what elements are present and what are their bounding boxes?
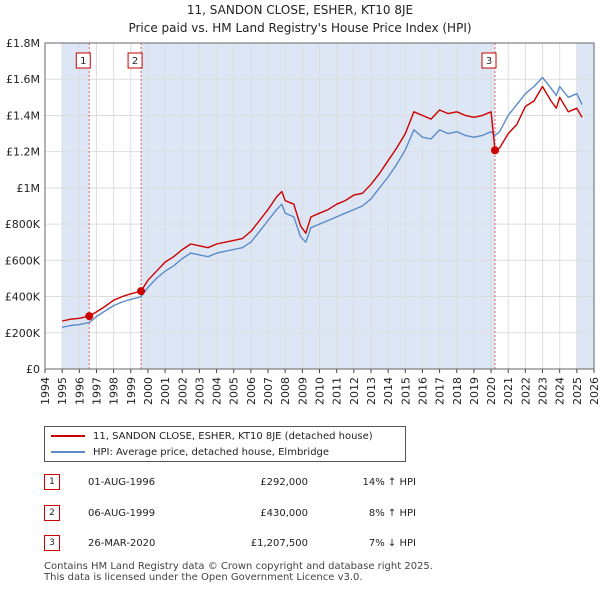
x-tick-label: 2020 — [485, 377, 498, 405]
transaction-date: 01-AUG-1996 — [88, 477, 156, 488]
x-tick-label: 2021 — [502, 377, 515, 405]
x-tick-label: 2008 — [279, 377, 292, 405]
x-tick-label: 1999 — [125, 377, 138, 405]
series-line-property — [62, 85, 583, 322]
transaction-label: 2 — [132, 56, 138, 67]
x-tick-label: 2000 — [142, 377, 155, 405]
transaction-label: 1 — [80, 56, 86, 67]
transaction-number-badge: 2 — [44, 505, 60, 521]
transaction-label-box — [127, 52, 143, 69]
x-tick-label: 2007 — [262, 377, 275, 405]
x-tick-label: 2014 — [382, 377, 395, 405]
x-tick-label: 2019 — [468, 377, 481, 405]
legend-item-hpi: HPI: Average price, detached house, Elmb… — [51, 446, 329, 460]
transaction-lines: 1 2 3 — [75, 43, 497, 369]
x-tick-label: 2006 — [245, 377, 258, 405]
shaded-region — [141, 43, 496, 369]
x-tick-label: 2003 — [193, 377, 206, 405]
legend-label-hpi: HPI: Average price, detached house, Elmb… — [93, 447, 330, 458]
series-line-hpi — [62, 76, 583, 328]
transaction-price: £1,207,500 — [250, 538, 308, 549]
chart-subtitle: Price paid vs. HM Land Registry's House … — [128, 21, 472, 35]
x-tick-label: 2002 — [176, 377, 189, 405]
x-tick-label: 2010 — [314, 377, 327, 405]
series-lines — [62, 76, 583, 328]
x-tick-label: 2022 — [519, 377, 532, 405]
transaction-date: 26-MAR-2020 — [88, 538, 156, 549]
y-tick-label: £800K — [5, 218, 41, 231]
transaction-label: 3 — [486, 56, 492, 67]
transaction-markers — [85, 146, 500, 321]
x-tick-label: 2001 — [159, 377, 172, 405]
grid-lines — [44, 42, 595, 370]
x-tick-label: 2017 — [434, 377, 447, 405]
x-tick-label: 2013 — [365, 377, 378, 405]
transaction-point — [137, 287, 146, 296]
transaction-date: 06-AUG-1999 — [88, 508, 156, 519]
x-tick-label: 2011 — [331, 377, 344, 405]
legend-label-property: 11, SANDON CLOSE, ESHER, KT10 8JE (detac… — [93, 431, 373, 442]
legend-item-property: 11, SANDON CLOSE, ESHER, KT10 8JE (detac… — [51, 430, 373, 444]
y-tick-label: £1.8M — [6, 37, 40, 50]
x-tick-label: 2016 — [416, 377, 429, 405]
transaction-price: £430,000 — [260, 508, 308, 519]
footer-license: This data is licensed under the Open Gov… — [44, 572, 363, 583]
legend-swatch-property — [51, 435, 85, 437]
chart-title: 11, SANDON CLOSE, ESHER, KT10 8JE — [186, 3, 414, 17]
y-tick-label: £200K — [5, 327, 41, 340]
y-tick-label: £600K — [5, 254, 41, 267]
transaction-price: £292,000 — [260, 477, 308, 488]
y-tick-label: £0 — [26, 363, 40, 376]
x-tick-label: 2015 — [399, 377, 412, 405]
x-tick-label: 2023 — [537, 377, 550, 405]
x-tick-label: 2004 — [211, 377, 224, 405]
transaction-point — [491, 146, 500, 155]
x-tick-label: 1995 — [56, 377, 69, 405]
x-tick-label: 1996 — [73, 377, 86, 405]
transaction-hpi-diff: 14% ↑ HPI — [362, 477, 416, 488]
x-tick-label: 2026 — [588, 377, 600, 405]
x-tick-label: 1997 — [90, 377, 103, 405]
x-tick-label: 2009 — [296, 377, 309, 405]
y-tick-label: £1.2M — [6, 146, 40, 159]
x-tick-label: 2012 — [348, 377, 361, 405]
shaded-region — [62, 43, 90, 369]
transaction-number-badge: 3 — [44, 535, 60, 551]
y-tick-label: £1.6M — [6, 73, 40, 86]
y-tick-label: £1.4M — [6, 109, 40, 122]
y-tick-label: £400K — [5, 291, 41, 304]
x-tick-label: 2025 — [571, 377, 584, 405]
shaded-regions — [62, 43, 594, 369]
transaction-label-box — [75, 52, 91, 69]
axes: £0 £200K £400K £600K £800K £1M £1.2M £1.4M £1.6M… — [5, 37, 600, 405]
transaction-hpi-diff: 8% ↑ HPI — [368, 508, 416, 519]
footer-copyright: Contains HM Land Registry data © Crown c… — [44, 561, 433, 572]
transaction-number-badge: 1 — [44, 474, 60, 490]
transaction-hpi-diff: 7% ↓ HPI — [368, 538, 416, 549]
x-tick-label: 2005 — [228, 377, 241, 405]
legend: 11, SANDON CLOSE, ESHER, KT10 8JE (detac… — [44, 426, 406, 462]
transaction-label-box — [481, 52, 497, 69]
transaction-point — [85, 312, 94, 321]
x-tick-label: 2024 — [554, 377, 567, 405]
x-tick-label: 2018 — [451, 377, 464, 405]
x-tick-label: 1998 — [108, 377, 121, 405]
shaded-region — [576, 43, 594, 369]
x-tick-label: 1994 — [39, 377, 52, 405]
plot-frame — [44, 42, 595, 370]
y-tick-label: £1M — [17, 182, 41, 195]
legend-swatch-hpi — [51, 451, 85, 453]
